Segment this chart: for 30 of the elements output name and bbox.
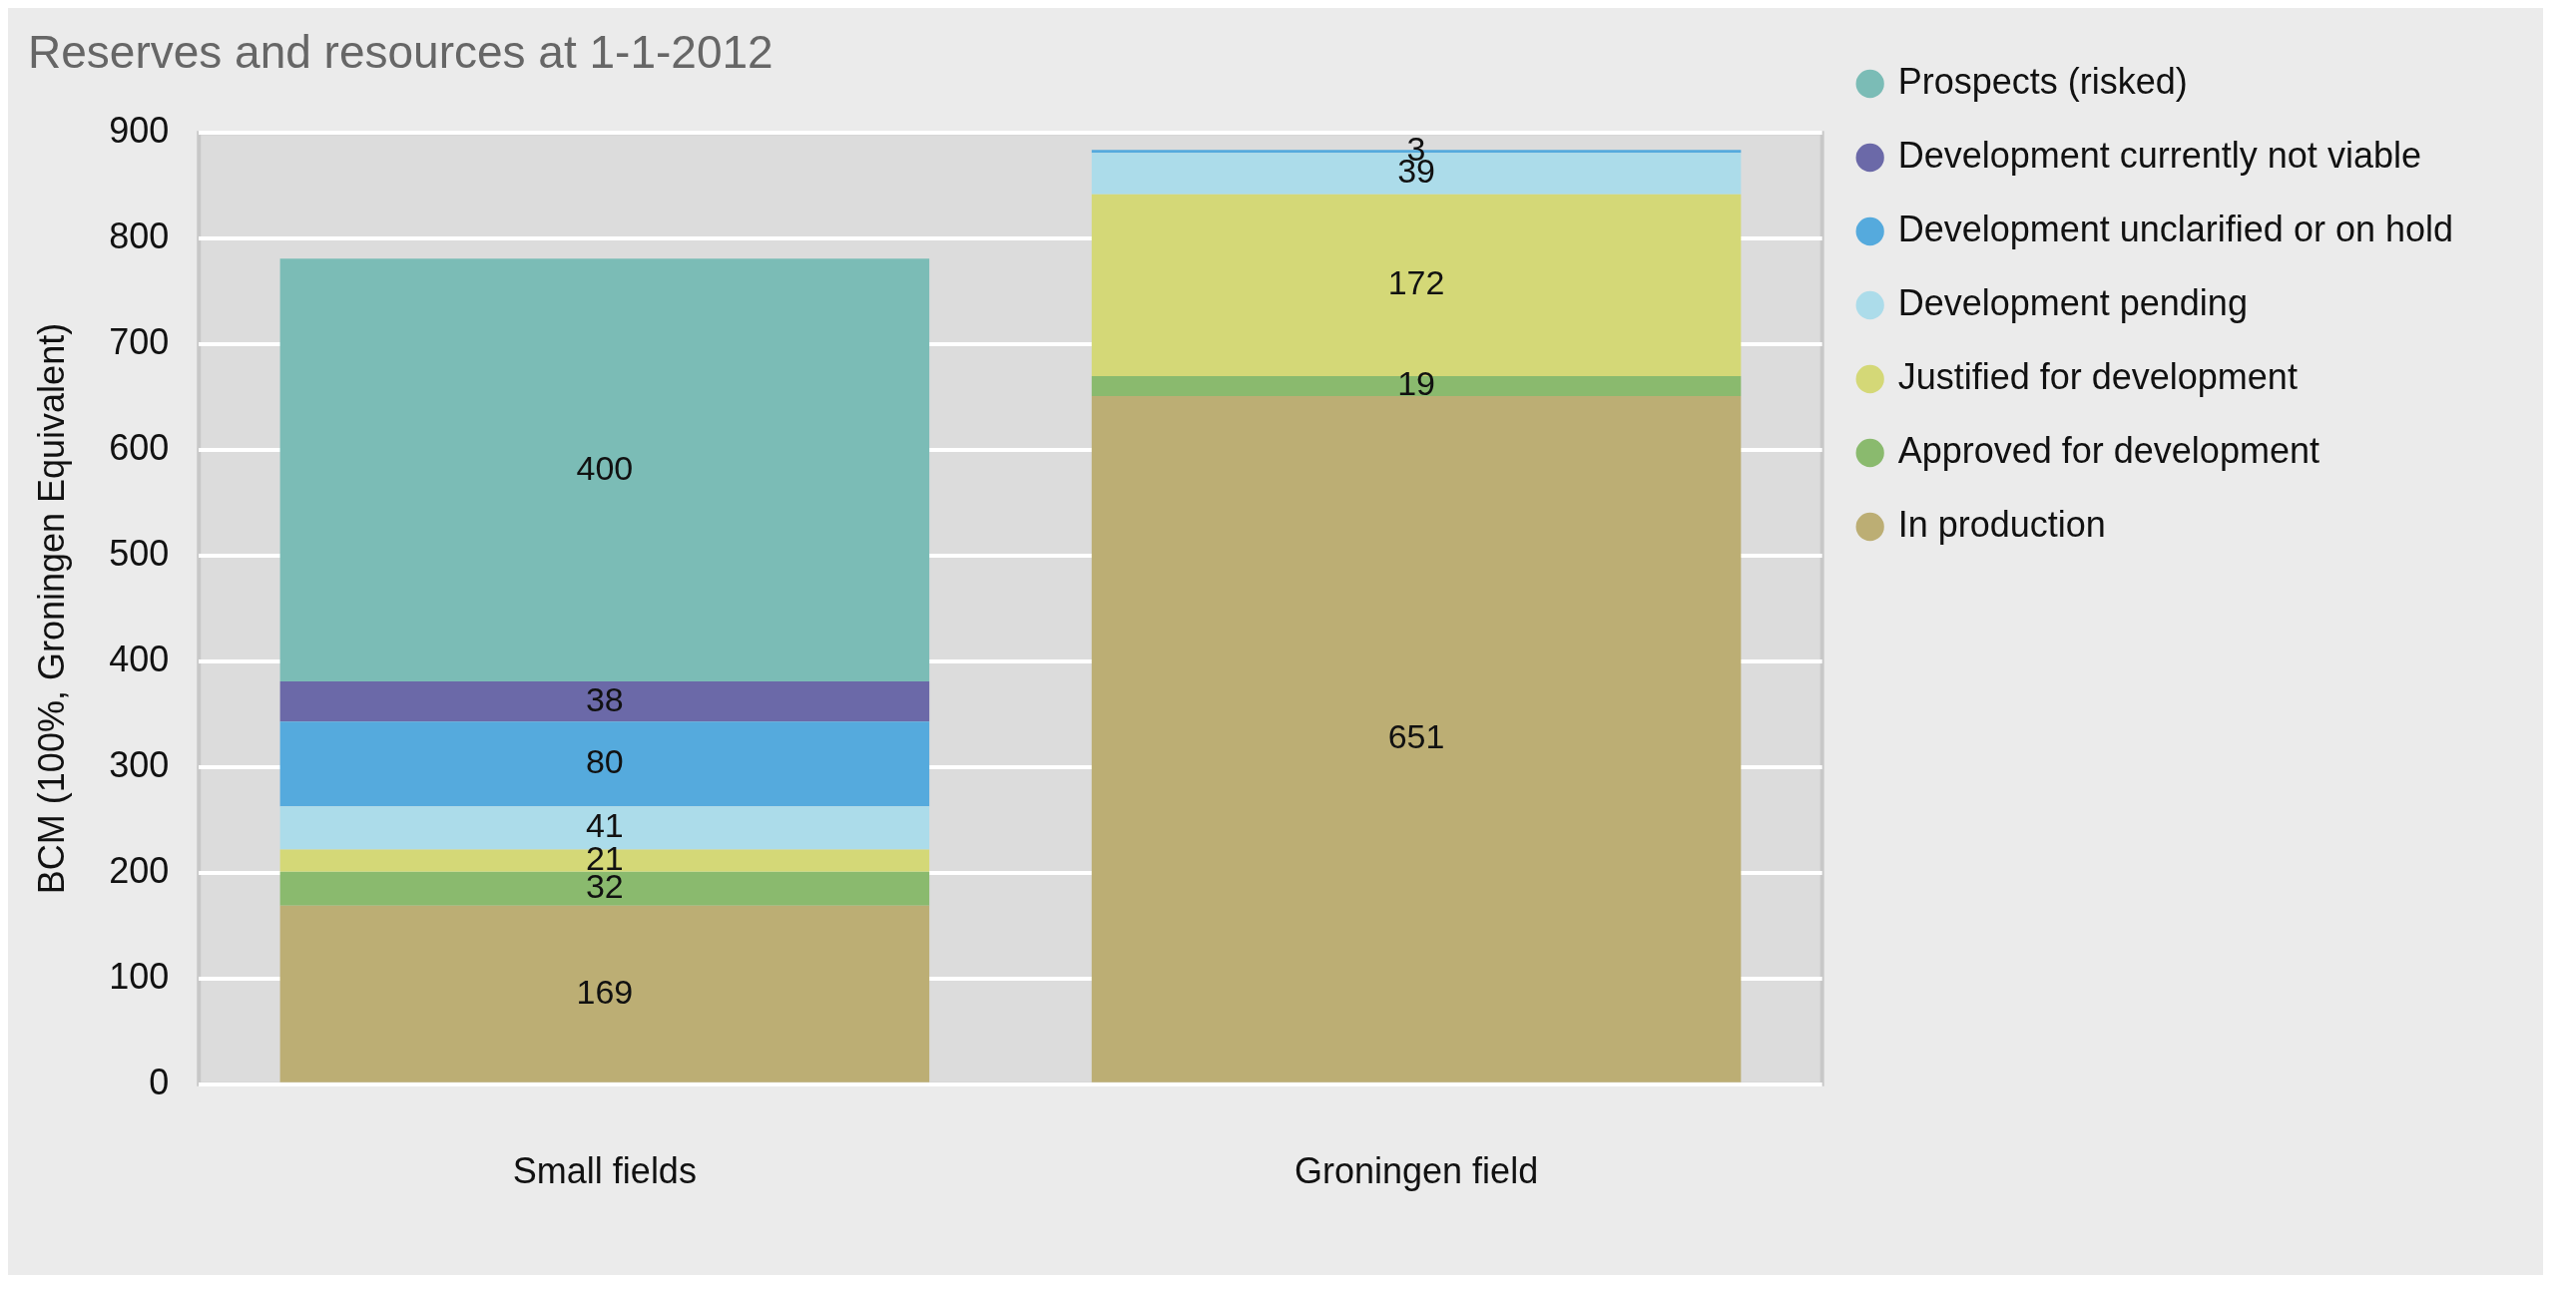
legend-label: In production <box>1897 503 2106 545</box>
data-label: 19 <box>1397 364 1435 403</box>
y-tick-label: 200 <box>109 849 170 891</box>
y-tick-label: 800 <box>109 215 170 257</box>
y-tick-label: 700 <box>109 321 170 363</box>
y-tick-label: 900 <box>109 110 170 152</box>
y-tick-label: 0 <box>149 1061 170 1102</box>
x-tick-label: Groningen field <box>1293 1150 1539 1192</box>
legend-label: Development currently not viable <box>1897 134 2421 176</box>
data-label: 80 <box>585 742 624 781</box>
legend-label: Development unclarified or on hold <box>1897 208 2454 249</box>
y-tick-label: 400 <box>109 638 170 679</box>
data-label: 169 <box>576 972 634 1011</box>
y-tick-label: 500 <box>109 532 170 574</box>
y-tick-label: 100 <box>109 955 170 997</box>
data-label: 38 <box>585 679 624 718</box>
chart-title: Reserves and resources at 1-1-2012 <box>28 26 773 79</box>
y-tick-label: 600 <box>109 426 170 468</box>
data-label: 172 <box>1387 263 1445 302</box>
y-axis-title: BCM (100%, Groningen Equivalent) <box>30 322 72 895</box>
legend-label: Approved for development <box>1897 429 2319 471</box>
y-tick-label: 300 <box>109 743 170 785</box>
x-tick-label: Small fields <box>512 1150 697 1192</box>
data-label: 651 <box>1387 717 1445 756</box>
data-label: 400 <box>576 448 634 487</box>
data-label: 41 <box>585 806 624 845</box>
legend-label: Prospects (risked) <box>1897 60 2188 102</box>
legend-label: Justified for development <box>1897 355 2298 397</box>
legend-label: Development pending <box>1897 281 2248 323</box>
bar <box>279 681 930 722</box>
